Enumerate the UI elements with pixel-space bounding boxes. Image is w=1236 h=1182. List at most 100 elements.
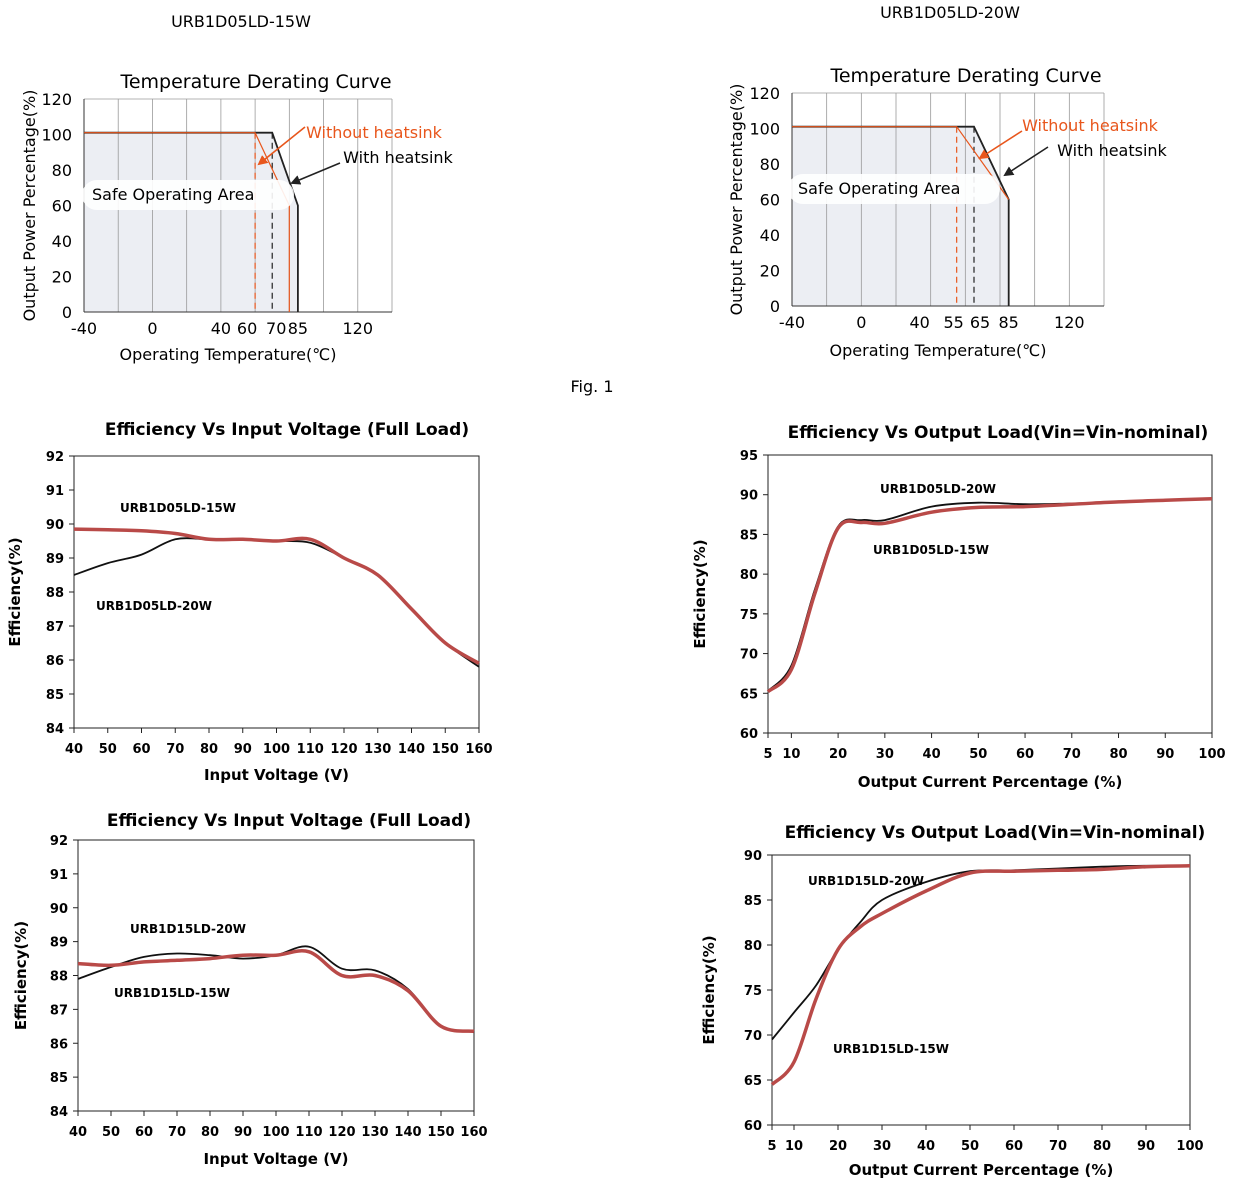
chart-efficiency-load-05: 60 65 70 75 80 85 90 95 5 10 20 30 40 50 60 70 80 90 100 Ef…	[691, 423, 1226, 791]
x-tick-label: 100	[1198, 747, 1225, 762]
safe-area-label: Safe Operating Area	[92, 185, 254, 204]
x-tick-label: 60	[1005, 1139, 1023, 1154]
y-tick-label: 90	[50, 902, 68, 917]
y-tick-label: 65	[740, 687, 758, 702]
x-tick-label: 60	[237, 319, 257, 338]
heading-left: URB1D05LD-15W	[171, 12, 311, 31]
x-tick-label: 70	[168, 1125, 186, 1140]
x-tick-label: 130	[361, 1125, 388, 1140]
y-tick-label: 70	[740, 648, 758, 663]
y-tick-label: 91	[46, 484, 64, 499]
y-tick-label: 85	[46, 688, 64, 703]
series-line	[84, 132, 290, 312]
safe-area-pill	[788, 174, 1000, 204]
y-tick-label: 88	[50, 970, 68, 985]
x-tick-label: 85	[998, 313, 1018, 332]
x-tick-label: 30	[873, 1139, 891, 1154]
x-tick-label: 40	[69, 1125, 87, 1140]
x-tick-label: 80	[201, 1125, 219, 1140]
x-tick-label: 85	[288, 319, 308, 338]
series-annotation: URB1D05LD-15W	[120, 501, 236, 515]
x-tick-label: 80	[200, 742, 218, 757]
x-tick-label: 65	[970, 313, 990, 332]
y-tick-label: 87	[46, 620, 64, 635]
y-tick-label: 85	[744, 894, 762, 909]
y-tick-label: 20	[52, 268, 72, 287]
y-tick-label: 75	[740, 608, 758, 623]
x-axis-title: Input Voltage (V)	[204, 766, 349, 784]
y-tick-label: 120	[41, 90, 72, 109]
x-tick-label: 120	[330, 742, 357, 757]
x-tick-label: 80	[1109, 747, 1127, 762]
x-tick-label: 120	[343, 319, 374, 338]
x-tick-label: 90	[234, 742, 252, 757]
plot-frame	[767, 454, 1213, 734]
series-line	[77, 949, 475, 1034]
x-tick-label: 150	[432, 742, 459, 757]
x-tick-label: -40	[71, 319, 97, 338]
plot-frame	[73, 455, 480, 729]
y-axis-title: Efficiency(%)	[691, 539, 709, 648]
x-tick-label: 140	[398, 742, 425, 757]
y-tick-label: 86	[50, 1037, 68, 1052]
x-tick-label: 150	[427, 1125, 454, 1140]
y-tick-label: 89	[50, 936, 68, 951]
series-line	[766, 496, 1213, 694]
y-tick-label: 95	[740, 449, 758, 464]
y-tick-label: 90	[744, 849, 762, 864]
x-tick-label: 0	[856, 313, 866, 332]
y-tick-label: 87	[50, 1003, 68, 1018]
y-tick-label: 75	[744, 984, 762, 999]
y-tick-label: 60	[52, 197, 72, 216]
y-tick-label: 92	[46, 450, 64, 465]
series-annotation: URB1D05LD-20W	[96, 599, 212, 613]
y-tick-label: 84	[46, 722, 64, 737]
series-line	[792, 126, 1010, 200]
y-tick-label: 60	[744, 1119, 762, 1134]
y-tick-label: 70	[744, 1029, 762, 1044]
x-tick-label: 70	[166, 742, 184, 757]
x-tick-label: 70	[1049, 1139, 1067, 1154]
y-tick-label: 40	[52, 232, 72, 251]
series-line	[770, 864, 1191, 1086]
x-axis-title: Input Voltage (V)	[203, 1150, 348, 1168]
x-axis-title: Operating Temperature(℃)	[830, 341, 1047, 360]
x-tick-label: 120	[328, 1125, 355, 1140]
x-tick-label: 60	[132, 742, 150, 757]
chart-title: Efficiency Vs Output Load(Vin=Vin-nomina…	[788, 423, 1209, 443]
x-tick-label: 50	[99, 742, 117, 757]
y-tick-label: 60	[740, 727, 758, 742]
x-tick-label: 20	[829, 747, 847, 762]
with-heatsink-arrow	[290, 162, 341, 185]
chart-efficiency-vin-15: 84 85 86 87 88 89 90 91 92 40 50 60 70 80 90 100 110 120 1…	[12, 811, 488, 1168]
x-tick-label: 0	[147, 319, 157, 338]
x-tick-label: 110	[297, 742, 324, 757]
x-tick-label: 100	[1176, 1139, 1203, 1154]
safe-area-label: Safe Operating Area	[798, 179, 960, 198]
safe-area-pill	[82, 180, 294, 210]
without-heatsink-arrow	[978, 130, 1023, 160]
series-annotation: URB1D15LD-15W	[833, 1042, 949, 1056]
x-tick-label: 30	[876, 747, 894, 762]
y-tick-label: 0	[770, 297, 780, 316]
y-tick-label: 80	[744, 939, 762, 954]
series-annotation: URB1D05LD-20W	[880, 482, 996, 496]
safe-area-fill	[84, 132, 298, 312]
y-tick-label: 40	[760, 226, 780, 245]
y-tick-label: 80	[760, 155, 780, 174]
safe-area-fill	[792, 126, 1009, 306]
x-tick-label: 10	[782, 747, 800, 762]
y-tick-label: 88	[46, 586, 64, 601]
chart-efficiency-load-15: 60 65 70 75 80 85 90 5 10 20 30 40 50 60 70 80 90 100 Effi…	[700, 823, 1205, 1179]
x-tick-label: 140	[394, 1125, 421, 1140]
x-tick-label: 5	[767, 1139, 776, 1154]
x-tick-label: 110	[295, 1125, 322, 1140]
chart-title: Efficiency Vs Input Voltage (Full Load)	[105, 420, 469, 440]
x-axis-title: Output Current Percentage (%)	[849, 1161, 1114, 1179]
x-tick-label: 160	[460, 1125, 487, 1140]
x-tick-label: 40	[211, 319, 231, 338]
with-heatsink-label: With heatsink	[1057, 141, 1167, 160]
x-tick-label: 50	[969, 747, 987, 762]
x-tick-label: 60	[135, 1125, 153, 1140]
